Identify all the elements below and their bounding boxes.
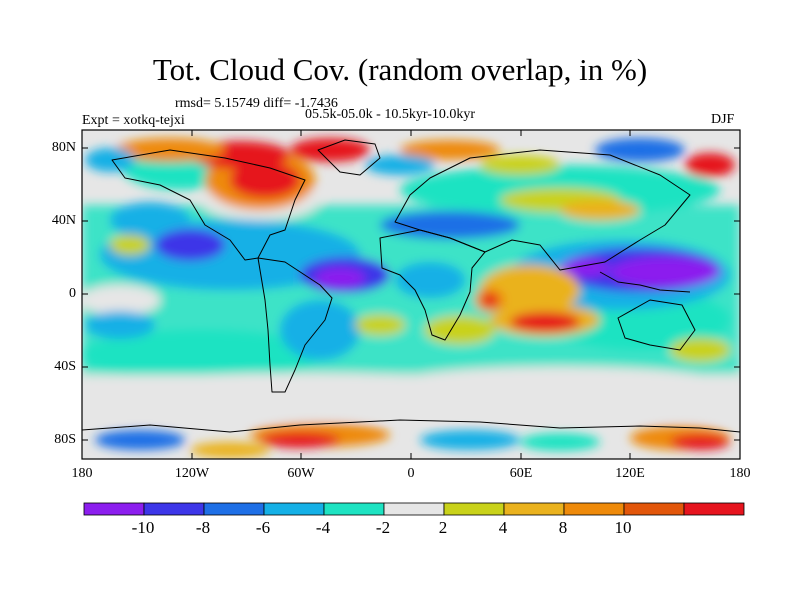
colorbar-swatch	[503, 502, 565, 516]
lat-tick-label: 40S	[54, 359, 76, 374]
colorbar-swatch	[563, 502, 625, 516]
colorbar-label: 4	[498, 518, 508, 537]
lon-tick-label: 120W	[174, 466, 210, 481]
lon-tick-label: 0	[407, 466, 415, 481]
colorbar-label: -2	[375, 518, 391, 537]
colorbar-label: 8	[558, 518, 568, 537]
colorbar-swatch	[383, 502, 445, 516]
colorbar-swatch	[623, 502, 685, 516]
colorbar-swatch	[443, 502, 505, 516]
colorbar-swatch	[683, 502, 745, 516]
colorbar-label: -8	[195, 518, 211, 537]
coastlines	[82, 139, 740, 433]
colorbar-swatch	[203, 502, 265, 516]
lon-tick-label: 60W	[287, 466, 315, 481]
lat-tick-label: 80N	[51, 140, 76, 155]
colorbar-label: -6	[255, 518, 271, 537]
colorbar-label: 2	[438, 518, 448, 537]
period-label: 05.5k-05.0k - 10.5kyr-10.0kyr	[305, 107, 476, 122]
anomaly-field	[82, 130, 740, 459]
axis-ticks	[81, 130, 741, 459]
lat-tick-label: 0	[69, 286, 76, 301]
experiment-label: Expt = xotkq-tejxi	[82, 113, 185, 128]
colorbar	[83, 502, 745, 516]
season-label: DJF	[711, 112, 735, 127]
colorbar-label: -10	[131, 518, 155, 537]
colorbar-label: 10	[614, 518, 632, 537]
colorbar-swatch	[143, 502, 205, 516]
lon-tick-label: 180	[71, 466, 93, 481]
colorbar-swatch	[263, 502, 325, 516]
lon-tick-label: 60E	[509, 466, 533, 481]
rmsd-diff-stats: rmsd= 5.15749 diff= -1.7436	[175, 96, 338, 111]
colorbar-swatch	[323, 502, 385, 516]
map-title: Tot. Cloud Cov. (random overlap, in %)	[152, 52, 648, 87]
lat-tick-label: 40N	[51, 213, 76, 228]
lon-tick-label: 120E	[615, 466, 645, 481]
colorbar-swatch	[83, 502, 145, 516]
colorbar-label: -4	[315, 518, 331, 537]
lat-tick-label: 80S	[54, 432, 76, 447]
lon-tick-label: 180	[729, 466, 751, 481]
